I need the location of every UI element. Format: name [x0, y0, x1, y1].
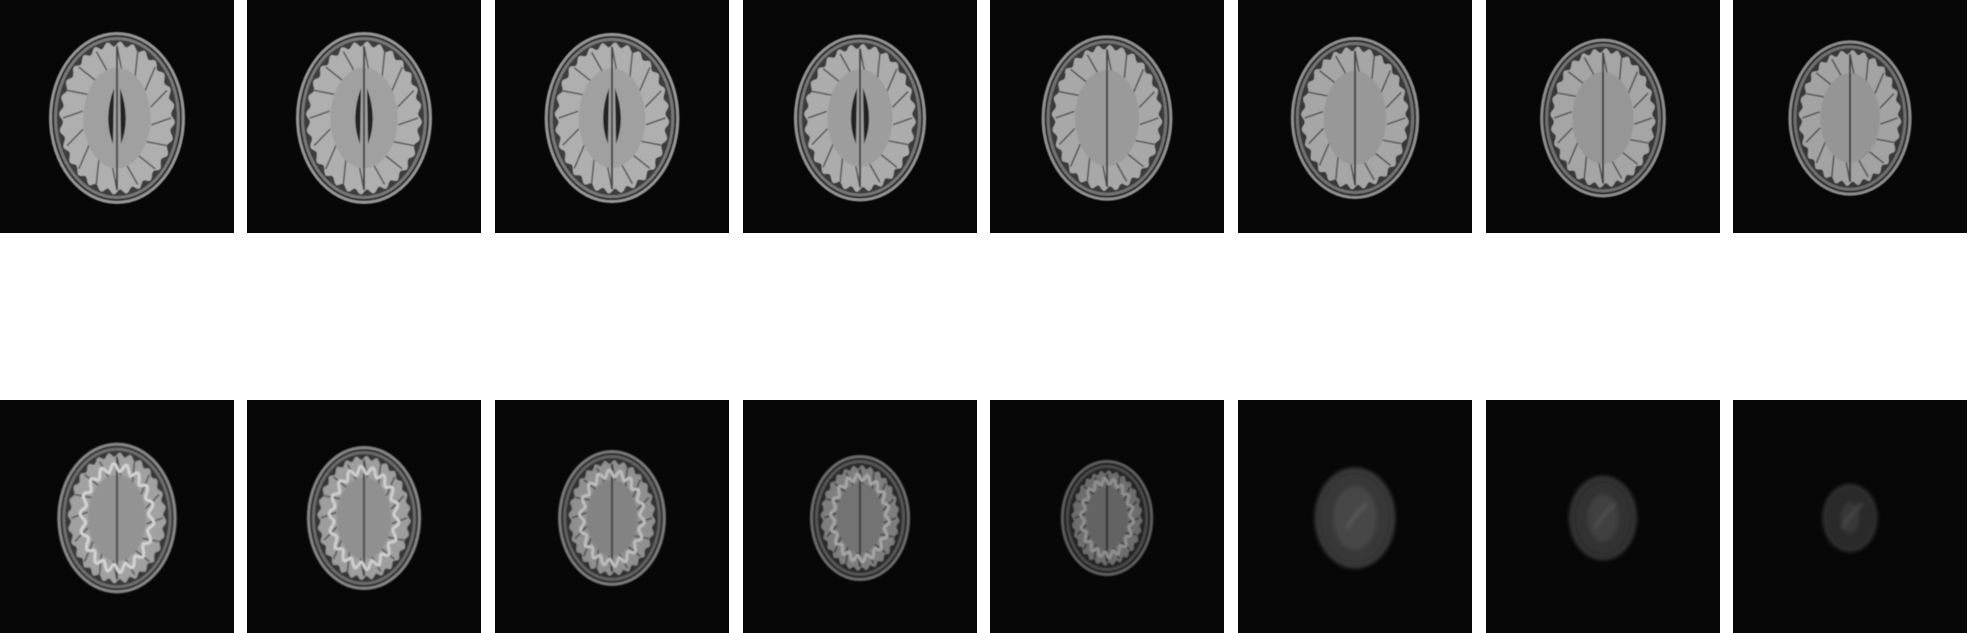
mri-slice-bottom-4	[743, 400, 977, 633]
mri-slice-top-1	[0, 0, 234, 233]
mri-slice-bottom-5	[990, 400, 1224, 633]
mri-slice-image	[1822, 484, 1878, 552]
mri-slice-top-4	[743, 0, 977, 233]
mri-slice-bottom-7	[1486, 400, 1720, 633]
mri-slice-image	[1041, 35, 1173, 201]
mri-slice-top-8	[1733, 0, 1967, 233]
mri-slice-top-2	[247, 0, 481, 233]
mri-slice-top-6	[1238, 0, 1472, 233]
mri-slice-image	[1290, 36, 1420, 200]
mri-slice-bottom-1	[0, 400, 234, 633]
mri-slice-image	[57, 442, 177, 594]
mri-slice-image	[558, 450, 666, 586]
mri-slice-bottom-8	[1733, 400, 1967, 633]
mri-slice-bottom-6	[1238, 400, 1472, 633]
mri-slice-image	[544, 32, 680, 204]
mri-slice-image	[296, 32, 432, 204]
mri-slice-image	[1788, 40, 1912, 196]
mri-slice-image	[1315, 468, 1395, 568]
mri-slice-bottom-2	[247, 400, 481, 633]
mri-slice-image	[306, 445, 422, 591]
mri-slice-bottom-3	[495, 400, 729, 633]
mri-slice-top-3	[495, 0, 729, 233]
mri-slice-image	[1569, 476, 1637, 560]
mri-slice-image	[49, 32, 185, 204]
slice-row-top	[0, 0, 1970, 233]
mri-slice-image	[1540, 38, 1666, 198]
mri-slice-image	[793, 34, 927, 202]
slice-row-bottom	[0, 400, 1970, 633]
mri-slice-top-5	[990, 0, 1224, 233]
mri-slice-image	[809, 454, 911, 582]
mri-slice-image	[1060, 459, 1154, 577]
mri-slice-top-7	[1486, 0, 1720, 233]
